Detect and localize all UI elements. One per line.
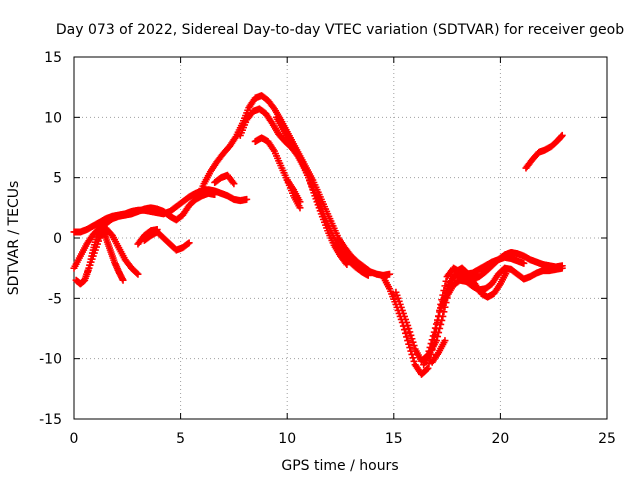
x-tick-labels: 0 5 10 15 20 25 xyxy=(70,431,616,447)
y-tick-label: 10 xyxy=(44,110,62,126)
data-point xyxy=(405,325,413,332)
data-point xyxy=(440,308,448,316)
x-axis-label: GPS time / hours xyxy=(281,458,398,474)
series-arc-q xyxy=(428,337,449,366)
data-markers xyxy=(70,92,566,378)
data-point xyxy=(439,312,447,320)
series-arc-l xyxy=(283,176,304,206)
data-point xyxy=(364,271,372,279)
data-point xyxy=(229,178,237,186)
data-point xyxy=(558,264,566,272)
series-arc-o xyxy=(420,264,511,369)
data-point xyxy=(558,131,566,139)
data-point xyxy=(432,337,440,345)
y-tick-label: 5 xyxy=(53,171,62,187)
series-arc-r xyxy=(522,131,566,172)
data-point xyxy=(405,340,413,348)
y-tick-labels: -15 -10 -5 0 5 10 15 xyxy=(39,50,62,428)
data-point xyxy=(409,354,417,362)
data-point xyxy=(386,270,394,278)
data-point xyxy=(408,350,416,358)
data-point xyxy=(407,331,415,339)
series-arc-k xyxy=(273,113,351,269)
data-point xyxy=(134,270,142,278)
chart-title: Day 073 of 2022, Sidereal Day-to-day VTE… xyxy=(56,22,624,38)
data-point xyxy=(402,329,410,337)
data-point xyxy=(408,335,416,343)
data-point xyxy=(435,329,443,337)
data-point xyxy=(438,316,446,324)
x-tick-label: 0 xyxy=(70,431,79,447)
data-point xyxy=(403,333,411,341)
series-arc-i xyxy=(211,171,238,188)
data-point xyxy=(406,328,414,336)
data-point xyxy=(119,276,127,284)
data-point xyxy=(343,261,351,269)
data-point xyxy=(436,325,444,332)
data-point xyxy=(404,337,412,345)
data-point xyxy=(437,320,445,328)
series-arc-b xyxy=(70,189,219,272)
x-tick-label: 10 xyxy=(278,431,296,447)
data-point xyxy=(406,344,414,352)
y-tick-label: 15 xyxy=(44,50,62,66)
data-point xyxy=(410,357,418,365)
data-point xyxy=(296,198,304,206)
data-point xyxy=(400,326,408,334)
data-point xyxy=(133,269,141,277)
data-point xyxy=(184,240,192,248)
x-tick-label: 20 xyxy=(491,431,509,447)
axis-ticks xyxy=(73,56,608,420)
data-point xyxy=(441,337,449,345)
y-tick-label: -15 xyxy=(39,412,62,428)
series-arc-f xyxy=(134,226,161,248)
series-arc-p xyxy=(437,264,566,312)
data-point xyxy=(423,365,431,373)
y-tick-label: 0 xyxy=(53,231,62,247)
data-point xyxy=(153,226,161,234)
y-tick-label: -10 xyxy=(39,352,62,368)
data-point xyxy=(243,195,251,203)
x-tick-label: 5 xyxy=(176,431,185,447)
y-tick-label: -5 xyxy=(48,291,62,307)
data-point xyxy=(342,259,350,267)
x-tick-label: 15 xyxy=(385,431,403,447)
x-tick-label: 25 xyxy=(598,431,616,447)
data-point xyxy=(296,204,304,212)
data-point xyxy=(230,180,238,188)
data-point xyxy=(409,338,417,346)
data-point xyxy=(211,191,219,199)
grid-lines xyxy=(74,57,607,419)
data-point xyxy=(185,239,193,247)
data-point xyxy=(520,259,528,267)
y-axis-label: SDTVAR / TECUs xyxy=(6,181,22,296)
series-arc-d xyxy=(83,224,142,278)
data-point xyxy=(424,364,432,372)
data-point xyxy=(434,333,442,341)
data-point xyxy=(410,342,418,350)
